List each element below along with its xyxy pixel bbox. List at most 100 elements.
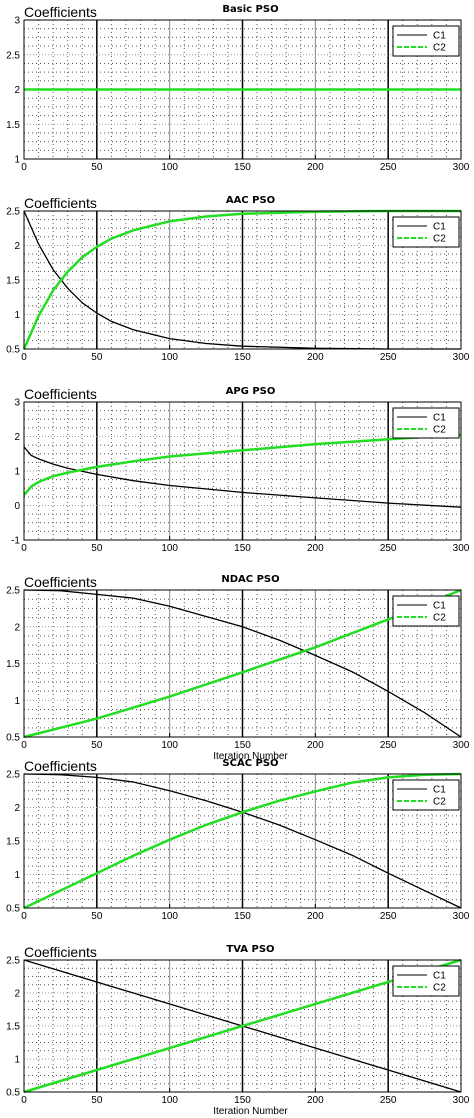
- y-tick-label: 0.5: [6, 904, 20, 915]
- y-tick-label: 0: [14, 501, 20, 512]
- y-tick-label: 1: [14, 467, 20, 478]
- y-tick-label: 2.5: [6, 770, 20, 781]
- x-tick-label: 100: [161, 740, 178, 751]
- x-tick-label: 250: [380, 352, 397, 363]
- x-tick-label: 50: [91, 911, 103, 922]
- legend-label-c2: C2: [433, 983, 446, 994]
- y-tick-label: 2: [14, 241, 20, 252]
- x-tick-label: 250: [380, 1095, 397, 1106]
- legend-label-c2: C2: [433, 43, 446, 54]
- x-tick-label: 150: [234, 352, 251, 363]
- x-tick-label: 50: [91, 1095, 103, 1106]
- y-tick-label: 1: [14, 870, 20, 881]
- series-line-c2: [22, 209, 461, 350]
- x-tick-label: 150: [234, 1095, 251, 1106]
- legend-box: [392, 965, 460, 997]
- series-line-c1: [23, 589, 462, 738]
- series-line-c2: [23, 588, 462, 739]
- chart-panel-5: 0 50 100 150 200 250 300 0.5 1 1.5 2 2.5 SCAC PSO Coe…: [6, 758, 470, 922]
- y-tick-label: 0.5: [6, 345, 20, 356]
- x-tick-label: 150: [234, 162, 251, 173]
- x-tick-label: 250: [380, 740, 397, 751]
- x-tick-label: 0: [21, 162, 27, 173]
- series-line-c1: [23, 210, 461, 350]
- legend-box: [392, 779, 460, 811]
- legend-label-c2: C2: [433, 797, 446, 808]
- x-tick-label: 300: [453, 543, 470, 554]
- x-axis-label: Iteration Number: [213, 1106, 288, 1117]
- y-axis-label: Coefficients: [24, 195, 97, 211]
- y-tick-label: 2: [14, 85, 20, 96]
- y-tick-label: 2.5: [6, 50, 20, 61]
- y-tick-label: 2.5: [6, 956, 20, 967]
- legend-label-c2: C2: [433, 425, 446, 436]
- y-tick-label: 1.5: [6, 659, 20, 670]
- legend-label-c1: C1: [433, 601, 446, 612]
- chart-title: TVA PSO: [226, 944, 274, 955]
- legend-box: [392, 216, 460, 248]
- x-tick-label: 50: [91, 162, 103, 173]
- y-tick-label: 1: [14, 310, 20, 321]
- y-tick-label: 1: [14, 1055, 20, 1066]
- x-axis-label: Iteration Number: [213, 751, 288, 762]
- y-tick-label: 2: [14, 622, 20, 633]
- x-tick-label: 300: [453, 911, 470, 922]
- x-tick-label: 200: [307, 352, 324, 363]
- y-tick-label: 2: [14, 803, 20, 814]
- x-tick-label: 300: [453, 740, 470, 751]
- y-tick-label: -1: [11, 536, 20, 547]
- y-tick-label: 0.5: [6, 733, 20, 744]
- y-tick-label: 1: [14, 155, 20, 166]
- x-tick-label: 100: [161, 543, 178, 554]
- x-tick-label: 200: [307, 543, 324, 554]
- legend-label-c1: C1: [433, 222, 446, 233]
- x-tick-label: 250: [380, 911, 397, 922]
- x-tick-label: 300: [453, 162, 470, 173]
- y-tick-label: 1.5: [6, 837, 20, 848]
- y-axis-label: Coefficients: [24, 386, 97, 402]
- legend-label-c2: C2: [433, 613, 446, 624]
- chart-title: APG PSO: [226, 386, 276, 397]
- x-tick-label: 0: [21, 911, 27, 922]
- y-axis-label: Coefficients: [24, 944, 97, 960]
- series-line-c2: [23, 958, 462, 1094]
- x-tick-label: 0: [21, 352, 27, 363]
- x-tick-label: 150: [234, 543, 251, 554]
- x-tick-label: 0: [21, 740, 27, 751]
- x-tick-label: 100: [161, 352, 178, 363]
- x-tick-label: 200: [307, 740, 324, 751]
- x-tick-label: 0: [21, 1095, 27, 1106]
- legend-label-c1: C1: [433, 413, 446, 424]
- y-axis-label: Coefficients: [24, 574, 97, 590]
- legend-box: [392, 595, 460, 627]
- x-tick-label: 50: [91, 543, 103, 554]
- y-tick-label: 1.5: [6, 276, 20, 287]
- x-tick-label: 250: [380, 162, 397, 173]
- y-tick-label: 2.5: [6, 586, 20, 597]
- series-line-c2: [23, 772, 462, 910]
- series-line-c1: [23, 446, 462, 508]
- x-tick-label: 200: [307, 911, 324, 922]
- chart-panel-1: 0 50 100 150 200 250 300 1 1.5 2 2.5 3 Basic PSO Coef…: [6, 4, 470, 173]
- chart-panel-6: 0 50 100 150 200 250 300 0.5 1 1.5 2 2.5 TVA PSO Coef…: [6, 944, 470, 1117]
- y-tick-label: 1: [14, 696, 20, 707]
- y-tick-label: 1.5: [6, 1022, 20, 1033]
- x-tick-label: 100: [161, 162, 178, 173]
- legend-box: [392, 407, 460, 439]
- chart-title: SCAC PSO: [222, 758, 278, 769]
- legend-label-c1: C1: [433, 31, 446, 42]
- y-tick-label: 2: [14, 432, 20, 443]
- x-tick-label: 300: [453, 1095, 470, 1106]
- x-tick-label: 50: [91, 740, 103, 751]
- chart-panel-4: 0 50 100 150 200 250 300 0.5 1 1.5 2 2.5 NDAC PSO Coe…: [6, 574, 470, 762]
- chart-panel-2: 0 50 100 150 200 250 300 0.5 1 1.5 2 2.5 AAC PSO Coef…: [6, 195, 470, 363]
- y-axis-label: Coefficients: [24, 4, 97, 20]
- series-line-c2: [23, 433, 462, 496]
